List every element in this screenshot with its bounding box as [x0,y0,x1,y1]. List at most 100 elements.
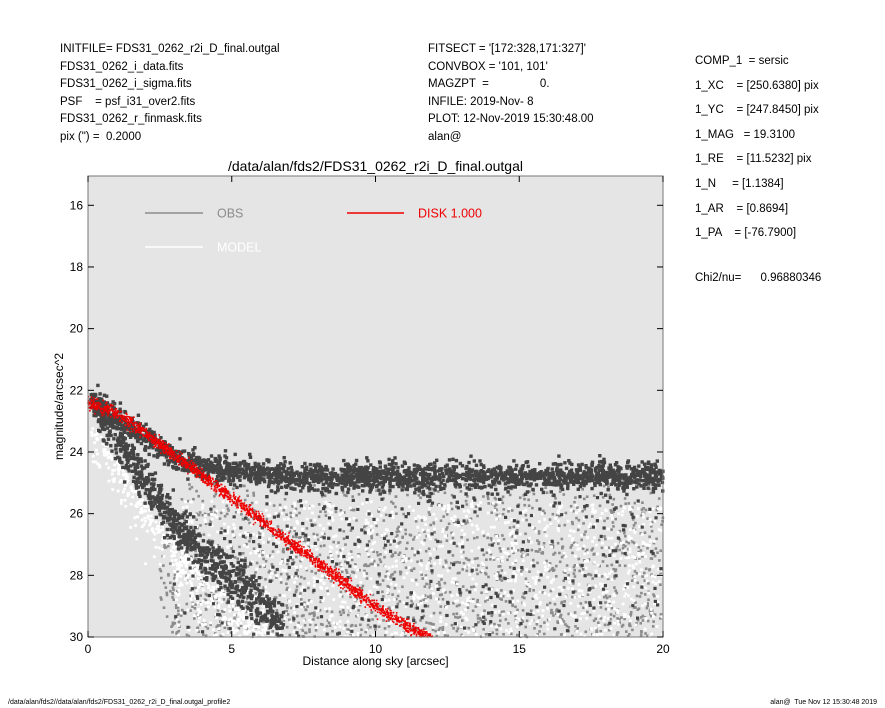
obs-point [605,596,609,600]
obs-point [283,498,287,501]
obs-point [308,612,311,616]
obs-point [640,616,643,619]
obs-point [302,472,306,476]
model-point [435,597,438,601]
obs-point [334,491,339,496]
model-point [304,547,308,551]
obs-point [511,596,514,600]
obs-point [171,630,174,634]
obs-point [475,469,479,474]
obs-point [171,596,174,599]
model-point [134,524,137,527]
model-point [230,600,234,603]
model-point [259,529,263,533]
model-point [181,571,185,575]
model-point [583,634,586,638]
obs-point [327,556,330,559]
header-left-line: INITFILE= FDS31_0262_r2i_D_final.outgal [60,43,280,55]
model-point [391,606,395,610]
model-point [369,577,373,581]
model-point [120,499,123,502]
obs-point [599,473,603,478]
obs-point [396,465,400,470]
obs-point [521,609,525,612]
obs-point [497,571,500,574]
model-point [339,554,343,558]
model-point [190,519,194,523]
obs-point [603,595,606,599]
model-point [223,522,226,526]
model-point [224,593,227,597]
model-point [534,593,538,597]
model-point [586,551,590,555]
model-point [295,520,299,523]
model-point [261,635,265,638]
obs-point [481,473,486,478]
model-point [547,593,551,597]
obs-point [282,508,286,512]
obs-point [639,484,643,488]
obs-point [292,535,295,539]
obs-point [352,508,356,512]
model-point [517,568,521,572]
obs-point [476,598,479,602]
obs-point [450,470,454,474]
obs-point [618,476,622,481]
model-point [471,500,475,503]
model-point [610,578,614,581]
obs-point [526,553,530,556]
model-point [330,614,334,617]
model-point [284,569,288,573]
obs-point [569,468,574,472]
obs-point [223,626,227,629]
obs-point [192,497,195,501]
obs-point [475,568,478,572]
model-point [556,527,560,530]
model-point [471,627,475,631]
obs-point [162,564,165,567]
model-point [391,516,395,519]
obs-point [206,471,210,476]
obs-point [646,546,649,550]
model-point [652,614,655,618]
model-point [190,500,194,504]
obs-point [364,630,367,634]
obs-point [354,458,359,463]
obs-point [514,605,517,609]
model-point [192,543,195,547]
obs-point [551,544,555,548]
obs-point [652,620,655,623]
model-point [383,599,387,603]
obs-point [372,550,375,553]
obs-point [273,471,277,475]
obs-point [262,479,267,484]
obs-point [367,564,371,568]
model-point [341,511,344,515]
model-point [210,513,213,516]
model-point [446,510,450,513]
obs-point [626,634,630,638]
model-point [278,630,282,634]
obs-point [429,594,432,598]
model-point [578,547,582,551]
model-point [129,485,133,489]
obs-point [189,609,192,612]
obs-point [271,550,275,553]
obs-point [254,482,259,486]
model-point [652,564,656,568]
obs-point [355,485,359,489]
obs-point [618,548,621,552]
model-point [277,541,281,545]
model-point [197,585,200,589]
obs-point [238,474,242,478]
obs-point [432,522,436,525]
obs-point [321,535,324,539]
model-point [616,619,620,623]
model-point [456,524,460,528]
obs-point [458,603,461,607]
obs-point [536,539,539,542]
obs-point [510,509,514,512]
model-point [197,577,200,581]
obs-point [367,482,371,487]
model-point [262,540,265,544]
